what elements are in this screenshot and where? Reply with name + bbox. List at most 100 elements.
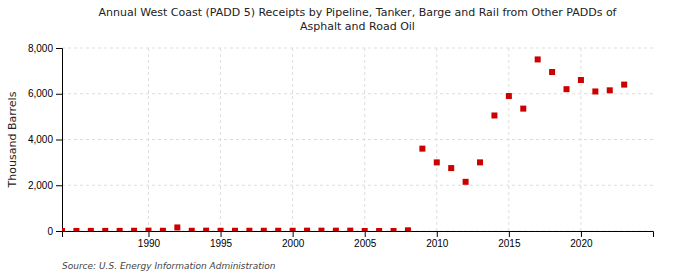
tick: 1995 <box>210 231 233 249</box>
point <box>189 228 195 231</box>
grid-line-x <box>436 48 437 231</box>
axis-line <box>63 232 654 238</box>
point <box>607 87 613 93</box>
point <box>62 228 65 231</box>
tick: 1990 <box>138 231 161 249</box>
point <box>174 224 180 230</box>
point <box>592 88 598 94</box>
point <box>564 86 570 92</box>
point <box>117 228 123 231</box>
point <box>347 228 353 231</box>
point <box>232 228 238 231</box>
tick-label: 4,000 <box>28 134 53 145</box>
point <box>621 82 627 88</box>
tick-mark <box>148 231 149 237</box>
tick: 2000 <box>282 231 305 249</box>
tick-label: 2020 <box>570 238 593 249</box>
grid-line-x <box>364 48 365 231</box>
tick-mark <box>56 140 62 141</box>
tick-label: 2000 <box>282 238 305 249</box>
tick: 6,000 <box>28 88 62 99</box>
point <box>275 228 281 231</box>
tick-label: 2015 <box>498 238 521 249</box>
point <box>535 56 541 62</box>
points <box>62 56 627 231</box>
grid <box>62 48 653 231</box>
y-axis-label: Thousand Barrels <box>6 91 19 188</box>
tick: 2015 <box>498 231 521 249</box>
point <box>405 227 411 231</box>
point <box>578 77 584 83</box>
point <box>131 228 137 231</box>
x-axis: 1990 1995 2000 2005 2010 2015 2020 <box>63 231 654 249</box>
tick-mark <box>56 48 62 49</box>
tick-mark <box>56 231 62 232</box>
point <box>88 228 94 231</box>
point <box>491 112 497 118</box>
grid-line-x <box>220 48 221 231</box>
point <box>448 165 454 171</box>
point <box>160 228 166 231</box>
point <box>318 228 324 231</box>
chart-svg: 1990 1995 2000 2005 2010 2015 2020 0 2,000 4,000 6… <box>0 0 675 275</box>
point <box>549 69 555 75</box>
point <box>419 146 425 152</box>
point <box>333 228 339 231</box>
title-line: Annual West Coast (PADD 5) Receipts by P… <box>98 6 617 19</box>
point <box>391 228 397 231</box>
tick: 0 <box>47 226 62 237</box>
point <box>463 179 469 185</box>
point <box>477 159 483 165</box>
plot-area: 1990 1995 2000 2005 2010 2015 2020 0 2,000 4,000 6… <box>28 43 654 249</box>
grid-line-y <box>62 139 653 140</box>
point <box>261 228 267 231</box>
tick-label: 2,000 <box>28 180 53 191</box>
tick: 2010 <box>426 231 449 249</box>
point <box>506 93 512 99</box>
grid-line-x <box>292 48 293 231</box>
point <box>520 106 526 112</box>
tick-mark <box>293 231 294 237</box>
tick-label: 1995 <box>210 238 233 249</box>
grid-line-y <box>62 185 653 186</box>
tick: 4,000 <box>28 134 62 145</box>
point <box>362 228 368 231</box>
tick-label: 8,000 <box>28 43 53 54</box>
grid-line-x <box>148 48 149 231</box>
tick-label: 0 <box>47 226 53 237</box>
tick-label: 6,000 <box>28 88 53 99</box>
point <box>73 228 79 231</box>
tick-mark <box>509 231 510 237</box>
tick: 2020 <box>570 231 593 249</box>
y-axis: 0 2,000 4,000 6,000 8,000 <box>28 43 63 237</box>
grid-line-x <box>580 48 581 231</box>
tick-mark <box>581 231 582 237</box>
tick-mark <box>365 231 366 237</box>
point <box>304 228 310 231</box>
point <box>102 228 108 231</box>
point <box>434 159 440 165</box>
tick-mark <box>221 231 222 237</box>
title-line: Asphalt and Road Oil <box>300 20 415 33</box>
tick-mark <box>56 94 62 95</box>
tick-label: 2005 <box>354 238 377 249</box>
point <box>203 228 209 231</box>
tick: 2005 <box>354 231 377 249</box>
point <box>145 228 151 231</box>
grid-line-x <box>508 48 509 231</box>
point <box>246 228 252 231</box>
point <box>290 228 296 231</box>
axis-line <box>56 49 63 232</box>
annotation: Source: U.S. Energy Information Administ… <box>62 261 276 271</box>
tick-label: 2010 <box>426 238 449 249</box>
point <box>218 228 224 231</box>
tick: 2,000 <box>28 180 62 191</box>
tick-mark <box>56 185 62 186</box>
grid-line-y <box>62 93 653 94</box>
grid-line-y <box>62 48 653 49</box>
tick: 8,000 <box>28 43 62 54</box>
tick-label: 1990 <box>138 238 161 249</box>
title: Annual West Coast (PADD 5) Receipts by P… <box>98 6 617 33</box>
point <box>376 228 382 231</box>
tick-mark <box>437 231 438 237</box>
